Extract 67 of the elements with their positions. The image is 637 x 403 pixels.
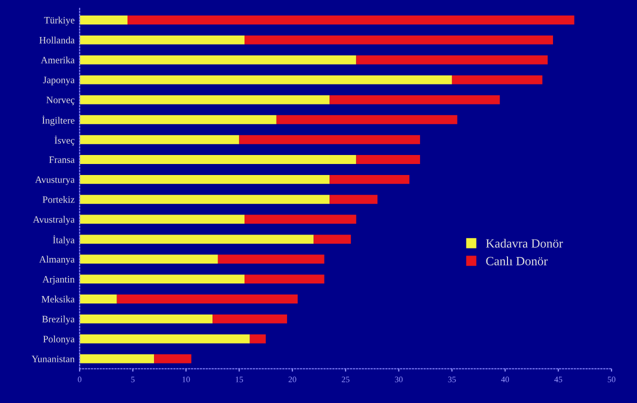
bar — [330, 95, 500, 104]
bar — [80, 135, 240, 144]
bar — [80, 35, 245, 44]
bar — [356, 155, 420, 164]
y-tick-label: Hollanda — [39, 36, 75, 44]
bar — [239, 135, 420, 144]
bar — [80, 55, 356, 64]
bar — [116, 294, 298, 304]
bar — [356, 55, 548, 64]
y-tick-label: Portekiz — [42, 196, 74, 203]
bar — [127, 16, 574, 24]
x-tick-label: 5 — [131, 376, 135, 382]
bar — [80, 174, 330, 184]
bar — [80, 155, 356, 164]
x-tick-label: 45 — [554, 376, 562, 382]
bar — [80, 75, 452, 84]
x-tick-label: 20 — [288, 376, 296, 382]
x-tick-label: 40 — [501, 376, 509, 382]
bar — [244, 35, 554, 44]
bar — [154, 354, 192, 364]
x-tick-label: 10 — [182, 376, 190, 382]
bar — [276, 115, 458, 124]
x-tick-label: 50 — [608, 376, 616, 382]
y-tick-label: Avusturya — [35, 176, 75, 185]
y-tick-label: Fransa — [49, 156, 75, 163]
y-tick-label: Almanya — [39, 256, 75, 265]
x-tick-label: 35 — [448, 376, 456, 382]
bar — [250, 334, 266, 344]
bar — [80, 95, 330, 104]
legend-label: Kadavra Donör — [486, 238, 563, 248]
bar — [80, 354, 154, 364]
y-tick-label: Avustralya — [32, 216, 75, 225]
bar — [80, 314, 213, 324]
y-tick-label: Brezilya — [42, 316, 75, 324]
bar — [244, 214, 356, 224]
bar — [314, 234, 351, 244]
y-tick-label: İsveç — [54, 136, 74, 146]
y-tick-label: Japonya — [43, 76, 75, 86]
bar — [80, 115, 276, 124]
bar — [244, 274, 324, 284]
legend-label: Canlı Donör — [486, 256, 548, 266]
y-tick-label: Amerika — [40, 56, 75, 64]
bar — [330, 174, 410, 184]
y-tick-label: İngiltere — [42, 116, 74, 126]
bar — [80, 294, 117, 304]
x-tick-label: 15 — [236, 376, 244, 382]
bar — [80, 254, 218, 264]
bar — [452, 75, 542, 84]
x-tick-label: 25 — [342, 376, 350, 382]
y-tick-label: Polonya — [43, 335, 75, 344]
bar — [80, 16, 128, 24]
x-tick-label: 30 — [394, 376, 403, 382]
bar — [218, 254, 324, 264]
y-tick-label: Türkiye — [44, 16, 74, 26]
y-tick-label: İtalya — [52, 235, 75, 246]
y-tick-label: Yunanistan — [32, 356, 75, 362]
bar — [80, 274, 245, 284]
x-tick-label: 0 — [78, 376, 82, 382]
bar — [80, 334, 250, 344]
bar — [212, 314, 288, 324]
bar — [80, 214, 245, 224]
y-tick-label: Norveç — [46, 96, 74, 106]
y-tick-label: Arjantin — [42, 276, 75, 285]
bar — [330, 194, 378, 204]
bar — [80, 194, 330, 204]
bar — [80, 234, 314, 244]
y-tick-label: Meksika — [42, 296, 75, 302]
